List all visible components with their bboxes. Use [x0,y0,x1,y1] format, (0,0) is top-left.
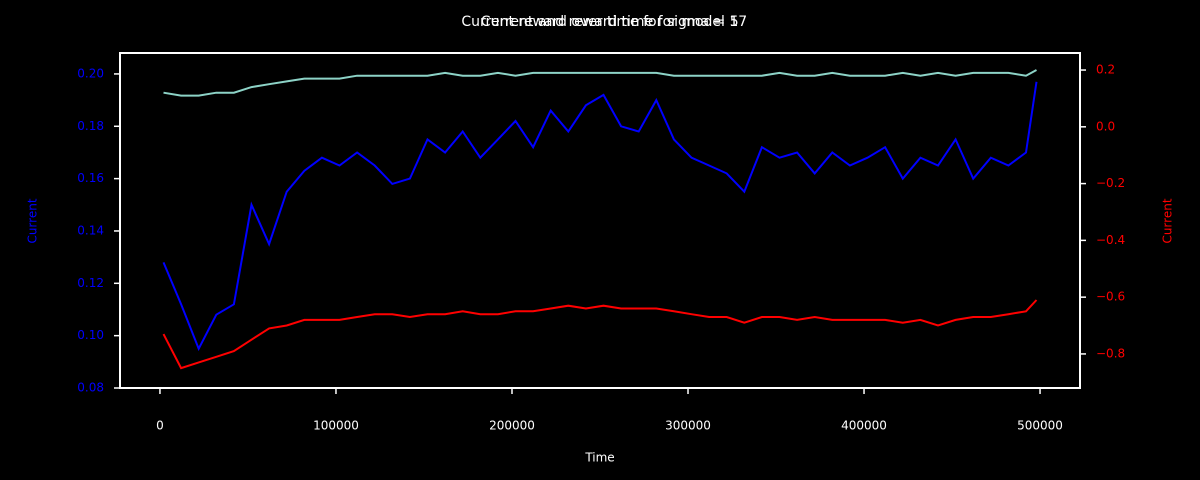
y-tick-label: 0.10 [77,328,104,342]
y-axis-label: Current [26,198,40,243]
y-tick-label: 0.08 [77,381,104,395]
x-tick-label: 400000 [841,419,887,433]
y2-tick-label: 0.2 [1096,63,1115,77]
x-tick-label: 200000 [489,419,535,433]
data-line [162,299,1038,370]
axes-frame [119,52,1081,389]
y-tick-label: 0.16 [77,171,104,185]
x-tick-label: 300000 [665,419,711,433]
x-axis-label: Time [584,451,614,465]
x-tick-label: 100000 [313,419,359,433]
y-tick-label: 0.14 [77,223,104,237]
y2-tick-label: −0.6 [1096,290,1125,304]
chart-title: Current and reward time for model 17 [481,14,747,30]
y-tick-label: 0.12 [77,276,104,290]
y-tick-label: 0.18 [77,119,104,133]
chart-title: Current reward over time for sigma = 5 [461,14,738,30]
y-tick-label: 0.20 [77,66,104,80]
y2-tick-label: 0.0 [1096,119,1115,133]
data-line [163,69,1037,97]
x-tick-label: 500000 [1017,419,1063,433]
y2-tick-label: −0.2 [1096,176,1125,190]
y2-tick-label: −0.8 [1096,346,1125,360]
y2-tick-label: −0.4 [1096,233,1125,247]
x-tick-label: 0 [156,419,164,433]
data-line [162,81,1038,352]
y2-axis-label: Current [1161,198,1175,243]
